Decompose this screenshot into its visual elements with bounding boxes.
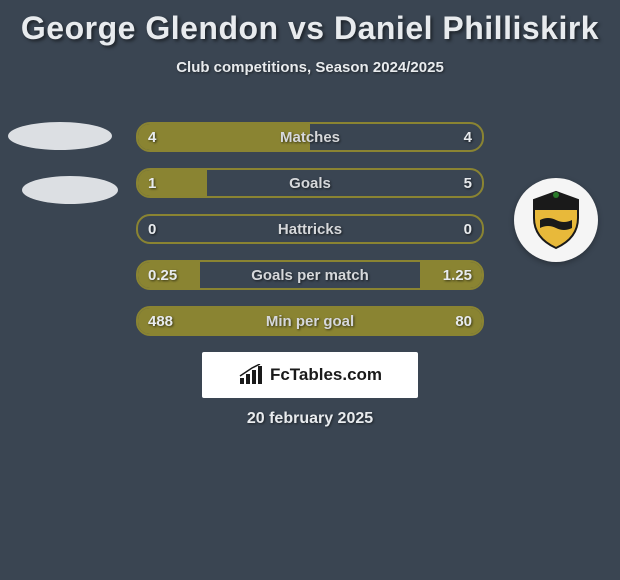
stat-label: Min per goal	[138, 308, 482, 334]
stats-container: 4 Matches 4 1 Goals 5 0 Hattricks 0 0.25…	[136, 122, 484, 352]
stat-row: 0.25 Goals per match 1.25	[136, 260, 484, 290]
stat-row: 488 Min per goal 80	[136, 306, 484, 336]
bar-chart-icon	[238, 364, 264, 386]
stat-right-value: 1.25	[443, 262, 472, 288]
stat-row: 4 Matches 4	[136, 122, 484, 152]
stat-row: 1 Goals 5	[136, 168, 484, 198]
stat-label: Matches	[138, 124, 482, 150]
page-subtitle: Club competitions, Season 2024/2025	[0, 59, 620, 76]
shield-icon	[524, 188, 588, 252]
stat-right-value: 4	[464, 124, 472, 150]
brand-text: FcTables.com	[270, 365, 382, 385]
stat-label: Hattricks	[138, 216, 482, 242]
page-title: George Glendon vs Daniel Philliskirk	[0, 0, 620, 47]
stat-right-value: 5	[464, 170, 472, 196]
stat-label: Goals per match	[138, 262, 482, 288]
footer-date: 20 february 2025	[0, 410, 620, 428]
player1-avatar-placeholder	[8, 122, 112, 150]
stat-row: 0 Hattricks 0	[136, 214, 484, 244]
player2-club-crest	[514, 178, 598, 262]
player1-club-placeholder	[22, 176, 118, 204]
stat-label: Goals	[138, 170, 482, 196]
stat-right-value: 80	[455, 308, 472, 334]
brand-logo: FcTables.com	[202, 352, 418, 398]
stat-right-value: 0	[464, 216, 472, 242]
